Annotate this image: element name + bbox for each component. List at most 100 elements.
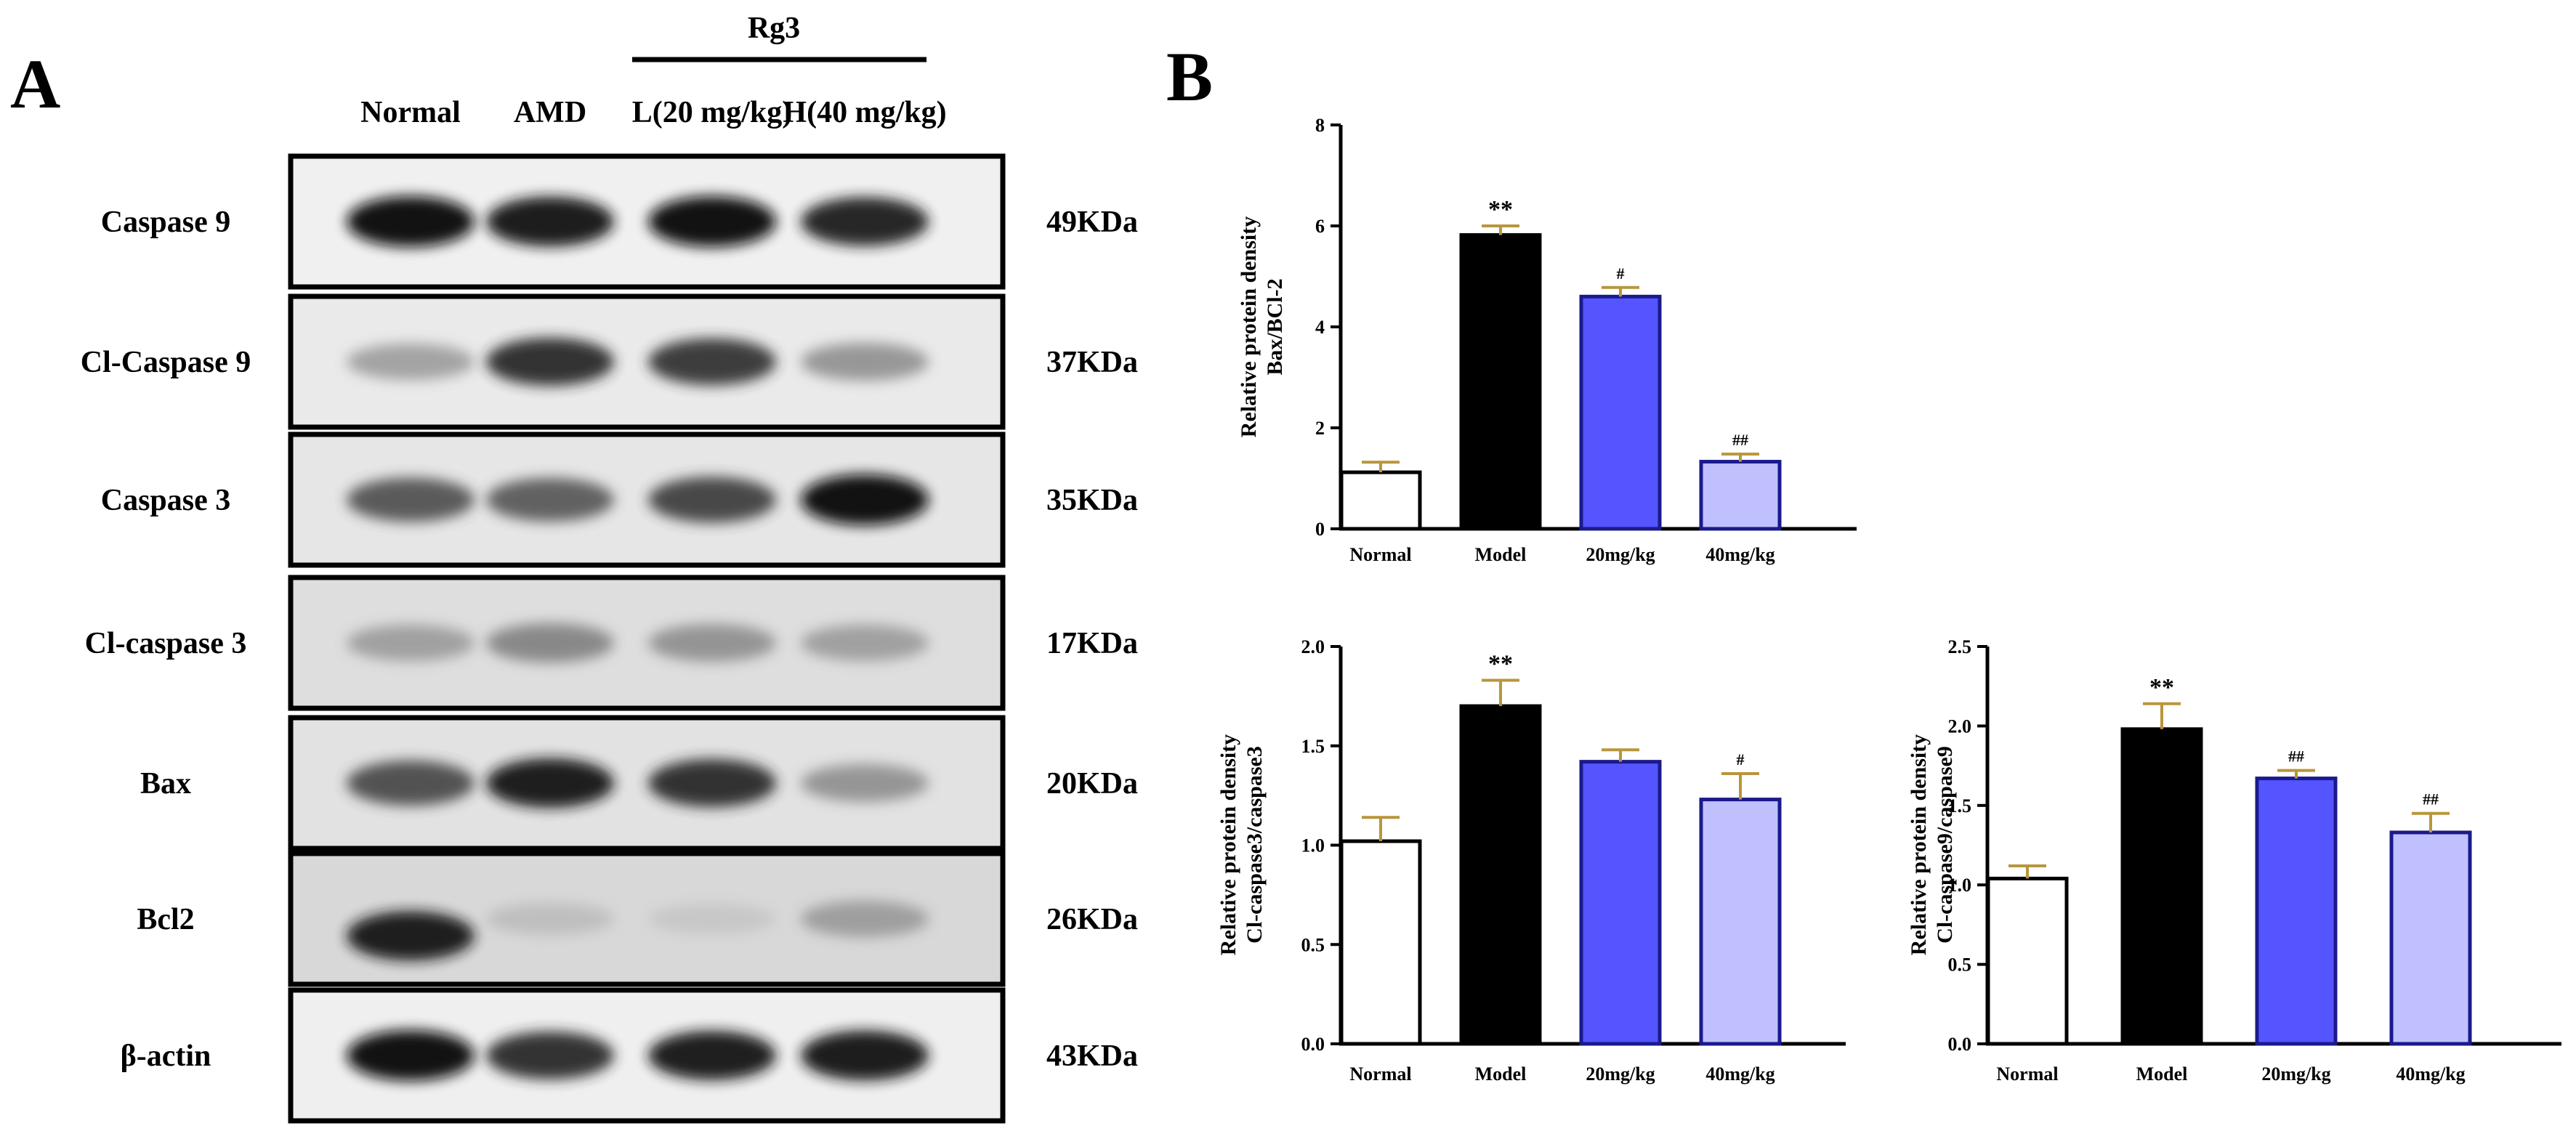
x-tick-label: Model	[2136, 1063, 2188, 1085]
kda-label: 26KDa	[1046, 903, 1138, 936]
blot-band	[347, 911, 475, 961]
blot-band	[648, 338, 776, 386]
blot-band	[801, 474, 929, 525]
chart-cl-caspase9: 0.0 0.5 1.0 1.5 2.0 2.5 Relative protein densi…	[1907, 636, 2561, 1085]
kda-label: 49KDa	[1046, 206, 1138, 239]
y-tick-label: 2.0	[1301, 636, 1325, 657]
blot-band	[486, 338, 614, 386]
y-tick-label: 0.5	[1948, 954, 1972, 976]
blot-band	[648, 196, 776, 247]
kda-label: 20KDa	[1046, 767, 1138, 800]
panel-a-letter: A	[10, 45, 60, 123]
y-axis-label-line: Cl-caspase3/caspase3	[1243, 746, 1267, 944]
blot-row-label: β-actin	[121, 1039, 211, 1073]
blot-band	[486, 623, 614, 662]
bar	[1339, 470, 1422, 531]
y-tick-label: 1.5	[1948, 795, 1972, 816]
y-tick-label: 2.5	[1948, 636, 1972, 657]
significance-marker: #	[1737, 750, 1745, 769]
blot-band	[648, 624, 776, 662]
y-axis-label: Relative protein density Bax/BCl-2	[1237, 216, 1287, 437]
blot-row-label: Bcl2	[137, 903, 194, 936]
bar	[2120, 727, 2203, 1046]
y-axis-label: Relative protein density Cl-caspase9/casp…	[1907, 734, 1957, 955]
y-tick-label: 1.0	[1948, 875, 1972, 896]
blot-band	[347, 1030, 475, 1081]
y-tick-label: 2	[1315, 418, 1325, 439]
significance-marker: **	[2149, 674, 2174, 701]
blot-band	[801, 901, 929, 937]
blot-band	[347, 196, 475, 247]
blot-band	[486, 758, 614, 808]
blot-row-label: Bax	[140, 767, 191, 800]
blot-band	[486, 1031, 614, 1079]
blot-band	[347, 625, 475, 661]
significance-marker: **	[1488, 650, 1513, 677]
blot-row-label: Caspase 9	[101, 206, 231, 239]
significance-marker: **	[1488, 196, 1513, 223]
y-tick-label: 0.0	[1948, 1034, 1972, 1055]
blot-row: Caspase 9 49KDa	[101, 153, 1138, 290]
x-tick-label: Model	[1475, 1063, 1527, 1085]
panel-b-letter: B	[1166, 38, 1213, 115]
significance-marker: ##	[2288, 747, 2304, 766]
y-tick-label: 0.0	[1301, 1034, 1325, 1055]
blot-band	[801, 625, 929, 661]
blot-band	[347, 761, 475, 806]
blot-band	[486, 196, 614, 247]
x-tick-label: 20mg/kg	[1586, 544, 1655, 565]
x-tick-label: 40mg/kg	[1705, 544, 1774, 565]
blot-row: Cl-caspase 3 17KDa	[85, 575, 1138, 711]
x-tick-label: Normal	[1349, 544, 1411, 565]
blot-row: Bcl2 26KDa	[137, 851, 1138, 987]
blot-row-label: Cl-Caspase 9	[81, 346, 251, 379]
blot-band	[648, 759, 776, 807]
bar	[1986, 876, 2069, 1046]
blot-band	[801, 764, 929, 802]
lane-label: AMD	[514, 96, 586, 129]
significance-marker: ##	[1732, 431, 1748, 449]
bar	[2255, 777, 2338, 1046]
y-axis-label-line: Relative protein density	[1216, 734, 1240, 955]
y-axis-label-line: Bax/BCl-2	[1263, 278, 1287, 375]
y-axis-label-line: Cl-caspase9/caspase9	[1933, 746, 1957, 944]
treatment-label: Rg3	[748, 12, 800, 45]
blot-band	[648, 904, 776, 934]
bar	[1699, 798, 1782, 1046]
x-tick-label: Normal	[1349, 1063, 1411, 1085]
bar	[1579, 294, 1662, 531]
y-axis-label-line: Relative protein density	[1907, 734, 1931, 955]
x-tick-label: Model	[1475, 544, 1527, 565]
kda-label: 17KDa	[1046, 627, 1138, 660]
blot-row: Caspase 3 35KDa	[101, 431, 1138, 568]
bar	[1459, 704, 1542, 1046]
chart-bax-bcl2: 0 2 4 6 8 Relative protein density Bax/BCl-2 No…	[1237, 115, 1857, 565]
blot-band	[347, 344, 475, 380]
panel-a: A Rg3 Normal AMD L(20 mg/kg)H(40 mg/kg) Ca…	[10, 12, 1138, 1124]
significance-marker: #	[1617, 264, 1625, 283]
lane-label: Normal	[360, 96, 461, 129]
y-tick-label: 8	[1315, 115, 1325, 136]
x-tick-label: Normal	[1996, 1063, 2058, 1085]
lane-label: H(40 mg/kg)	[783, 96, 946, 129]
blot-band	[801, 1030, 929, 1081]
bar	[1579, 760, 1662, 1046]
lane-label: L(20 mg/kg)	[632, 96, 793, 129]
y-tick-label: 0.5	[1301, 934, 1325, 955]
blot-band	[648, 1031, 776, 1080]
blot-band	[486, 903, 614, 935]
x-tick-label: 20mg/kg	[1586, 1063, 1655, 1085]
bar	[2389, 830, 2472, 1046]
y-tick-label: 1.5	[1301, 736, 1325, 757]
blot-row: Bax 20KDa	[140, 715, 1138, 851]
blot-row-label: Caspase 3	[101, 484, 231, 517]
kda-label: 37KDa	[1046, 346, 1138, 379]
blot-band	[801, 343, 929, 381]
significance-marker: ##	[2423, 790, 2439, 808]
blot-band	[486, 478, 614, 522]
y-tick-label: 6	[1315, 216, 1325, 237]
x-tick-label: 40mg/kg	[1705, 1063, 1774, 1085]
lane-labels: Normal AMD L(20 mg/kg)H(40 mg/kg)	[360, 96, 946, 129]
bar	[1339, 839, 1422, 1046]
